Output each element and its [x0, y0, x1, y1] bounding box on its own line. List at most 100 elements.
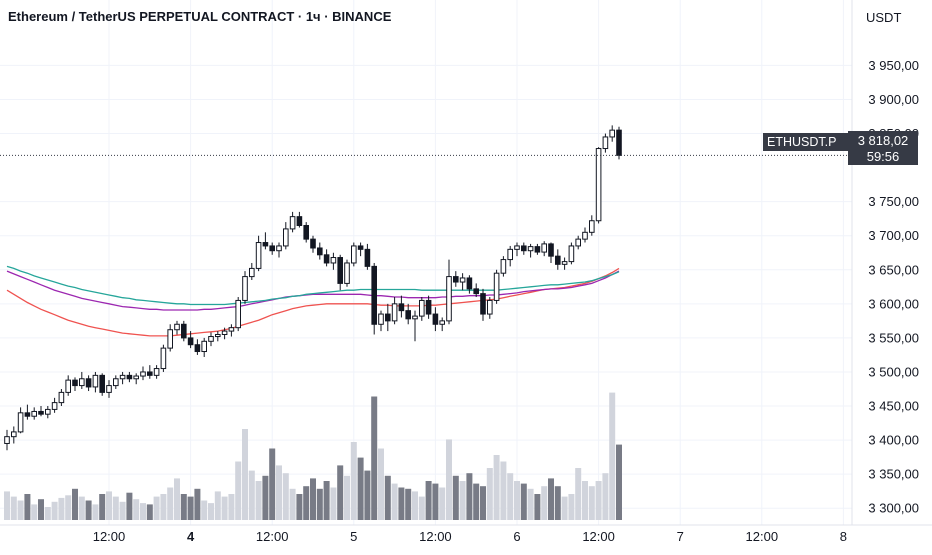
volume-bar — [31, 504, 38, 520]
candle — [4, 429, 10, 451]
currency-label[interactable]: USDT — [866, 10, 902, 25]
candle — [364, 243, 371, 270]
x-tick-label: 12:00 — [746, 529, 779, 544]
ma_mid-line — [6, 270, 620, 311]
candle — [453, 271, 459, 287]
candle — [541, 241, 548, 257]
candle-body — [126, 374, 133, 380]
volume-bar — [582, 481, 588, 520]
ma-layer — [6, 265, 620, 337]
volume-bar — [364, 470, 371, 520]
y-tick-label: 3 450,00 — [868, 399, 919, 414]
candle-body — [330, 257, 337, 264]
volume-bar — [452, 475, 459, 520]
candle — [140, 366, 146, 381]
candle-body — [113, 378, 119, 387]
volume-bar — [575, 468, 582, 520]
volume-bar — [350, 442, 357, 520]
candle — [235, 297, 241, 332]
candle — [45, 406, 51, 419]
volume-bar — [310, 478, 316, 520]
candle — [221, 327, 228, 340]
volume-bar — [153, 496, 160, 520]
candle — [194, 339, 201, 355]
candle — [85, 375, 92, 392]
candle-body — [38, 410, 44, 415]
candle — [344, 259, 350, 287]
candle-body — [147, 371, 153, 376]
candle-body — [487, 299, 493, 315]
candle — [521, 242, 527, 255]
x-axis: 12:00 4 12:00 5 12:00 6 12:00 7 12:00 8 — [93, 529, 847, 544]
x-tick-label: 12:00 — [256, 529, 289, 544]
candle — [51, 397, 58, 413]
volume-bar — [214, 491, 221, 520]
candle — [133, 373, 139, 385]
x-tick-label: 5 — [350, 529, 357, 544]
volume-bar — [44, 507, 51, 520]
volume-bar — [38, 499, 44, 520]
candle — [283, 222, 289, 250]
candle — [568, 242, 575, 265]
volume-bar — [405, 488, 412, 520]
candle — [65, 375, 72, 396]
volume-bar — [242, 429, 248, 520]
candle-body — [589, 220, 595, 233]
volume-bar — [262, 475, 269, 520]
candle-body — [174, 323, 180, 331]
candle — [181, 320, 187, 342]
volume-bar — [85, 500, 92, 520]
candle — [616, 126, 622, 160]
volume-bar — [520, 483, 527, 520]
candle-body — [17, 412, 24, 433]
candle-body — [92, 374, 99, 388]
candle — [262, 232, 269, 250]
x-tick-label: 12:00 — [582, 529, 615, 544]
candle — [17, 407, 24, 434]
candle-body — [323, 254, 330, 264]
volume-bar — [24, 494, 31, 520]
candle-body — [262, 242, 269, 247]
y-tick-label: 3 350,00 — [868, 467, 919, 482]
volume-bar — [561, 496, 568, 520]
candle-body — [459, 277, 466, 283]
volume-bar — [17, 500, 24, 520]
candle — [425, 295, 432, 319]
candle-body — [283, 228, 289, 247]
x-tick-label: 4 — [187, 529, 195, 544]
candle-body — [58, 391, 65, 404]
candle-body — [181, 323, 187, 339]
candle-body — [276, 245, 282, 252]
volume-bar — [146, 504, 153, 520]
volume-bar — [391, 483, 398, 520]
x-tick-label: 12:00 — [93, 529, 126, 544]
candle-body — [72, 379, 78, 387]
volume-bar — [228, 494, 235, 520]
candle-body — [153, 368, 160, 376]
candle-body — [568, 245, 575, 263]
volume-bar — [432, 483, 439, 520]
volume-bar — [534, 494, 541, 520]
y-tick-label: 3 900,00 — [868, 92, 919, 107]
candle-body — [351, 245, 357, 264]
symbol-price-tag: ETHUSDT.P — [763, 133, 848, 151]
volume-bar — [595, 481, 602, 520]
volume-bar — [466, 473, 473, 520]
candle — [38, 406, 44, 417]
volume-bar — [439, 487, 446, 520]
candle-body — [446, 276, 452, 322]
candle-body — [405, 310, 411, 320]
volume-bar — [255, 481, 262, 520]
candle — [446, 259, 452, 325]
candle — [208, 332, 214, 347]
candle — [296, 211, 303, 228]
candle — [419, 297, 425, 321]
volume-bar — [541, 486, 548, 520]
volume-bar — [446, 439, 452, 520]
candle-body — [310, 238, 316, 249]
candle-body — [140, 371, 146, 377]
volume-bar — [480, 486, 486, 520]
candle — [11, 426, 17, 444]
candle — [378, 310, 384, 332]
